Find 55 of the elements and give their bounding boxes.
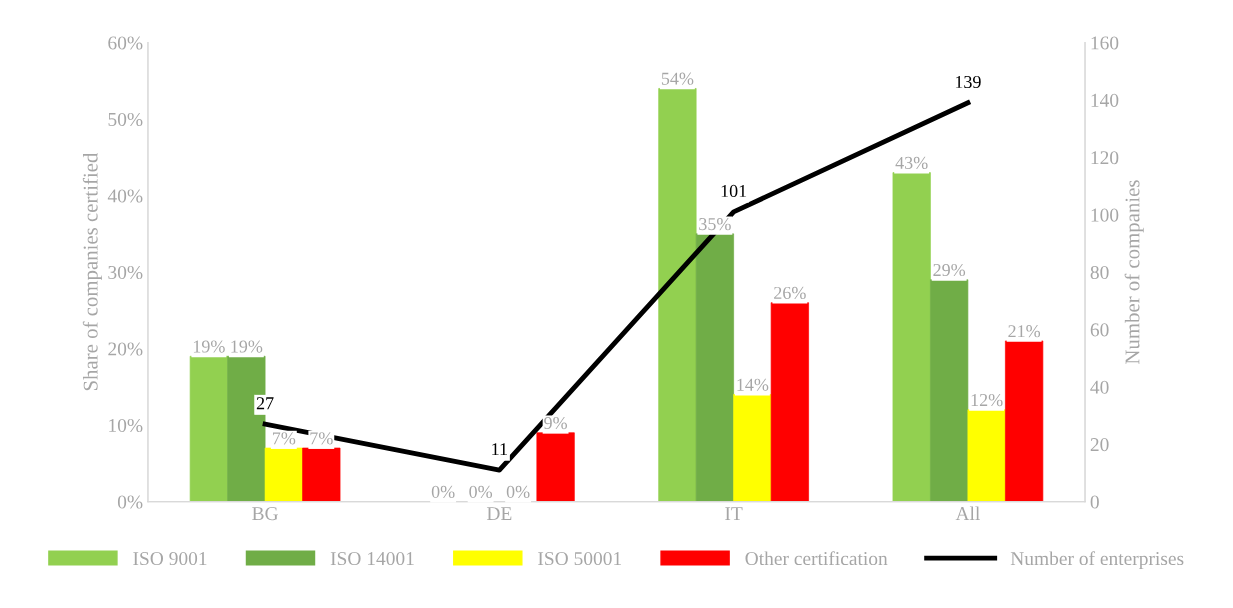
data-label: 26%: [774, 286, 806, 300]
data-label: 19%: [231, 340, 263, 353]
y-tick-label: 20%: [108, 342, 143, 356]
legend-label: Other certification: [745, 551, 888, 566]
x-tick-label: IT: [725, 507, 743, 520]
bar: [189, 355, 228, 502]
legend-label: Number of enterprises: [1010, 551, 1184, 570]
y-tick-label: 60%: [108, 36, 143, 50]
y2-tick-label: 80: [1090, 265, 1109, 280]
y2-tick-label: 0: [1090, 495, 1099, 509]
bar: [770, 302, 809, 502]
legend-label: ISO 14001: [330, 551, 414, 566]
y2-tick-label: 40: [1090, 380, 1109, 394]
bar: [930, 279, 969, 502]
bar: [892, 172, 931, 502]
legend-label: ISO 9001: [133, 551, 207, 566]
y2-tick-label: 140: [1091, 93, 1119, 107]
bar: [658, 88, 697, 502]
data-label: 0%: [506, 485, 530, 498]
x-tick-label: BG: [252, 507, 278, 521]
data-label: 14%: [737, 378, 769, 391]
data-label: 29%: [933, 263, 966, 277]
data-label: 7%: [310, 432, 333, 445]
y2-tick-label: 160: [1091, 36, 1119, 50]
y2-axis-title: Number of companies: [1124, 180, 1144, 365]
data-label: 12%: [971, 393, 1003, 407]
data-label: 139: [955, 75, 981, 89]
data-label: 11: [492, 443, 507, 456]
data-label: 101: [721, 184, 747, 198]
data-label: 0%: [431, 485, 455, 498]
bar: [967, 409, 1006, 502]
bar: [733, 394, 772, 502]
legend-label: ISO 50001: [538, 551, 622, 566]
y-tick-label: 30%: [108, 265, 143, 280]
data-label: 7%: [272, 432, 296, 445]
data-label: 0%: [469, 485, 493, 498]
x-tick-label: DE: [486, 507, 512, 520]
data-label: 9%: [544, 416, 568, 430]
data-label: 19%: [193, 340, 225, 353]
data-label: 21%: [1008, 325, 1041, 338]
y-tick-label: 50%: [108, 112, 143, 127]
y2-tick-label: 60: [1090, 323, 1109, 337]
x-tick-label: All: [955, 506, 980, 520]
bar: [1005, 340, 1044, 502]
y-tick-label: 0%: [117, 495, 143, 509]
data-label: 43%: [895, 156, 928, 170]
y2-tick-label: 120: [1091, 151, 1119, 165]
y-axis-title: Share of companies certified: [82, 152, 102, 391]
y-tick-label: 40%: [107, 189, 143, 203]
y-tick-label: 10%: [109, 418, 143, 433]
data-label: 27: [256, 397, 274, 410]
data-label: 35%: [699, 217, 731, 231]
y2-tick-label: 20: [1090, 438, 1109, 452]
y2-tick-label: 100: [1091, 208, 1119, 222]
data-label: 54%: [661, 72, 694, 85]
